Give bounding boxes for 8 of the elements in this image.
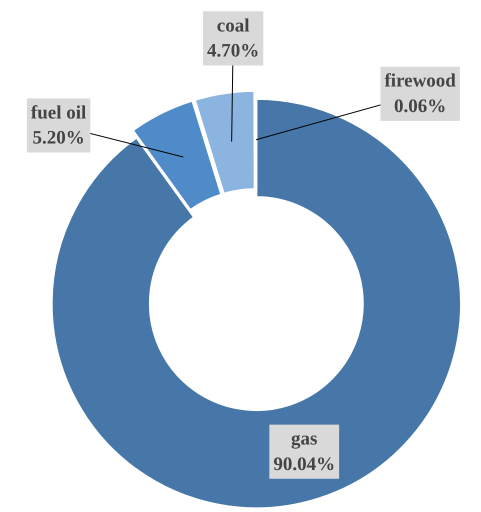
data-label: 4.70%	[207, 40, 260, 62]
data-label: 90.04%	[273, 454, 336, 475]
slice-label: fuel oil	[30, 102, 86, 124]
slice-label: gas	[291, 428, 318, 450]
slice-label: firewood	[384, 70, 456, 92]
data-label: 0.06%	[394, 96, 446, 117]
slice-label: coal	[216, 15, 250, 36]
data-label: 5.20%	[32, 128, 85, 149]
